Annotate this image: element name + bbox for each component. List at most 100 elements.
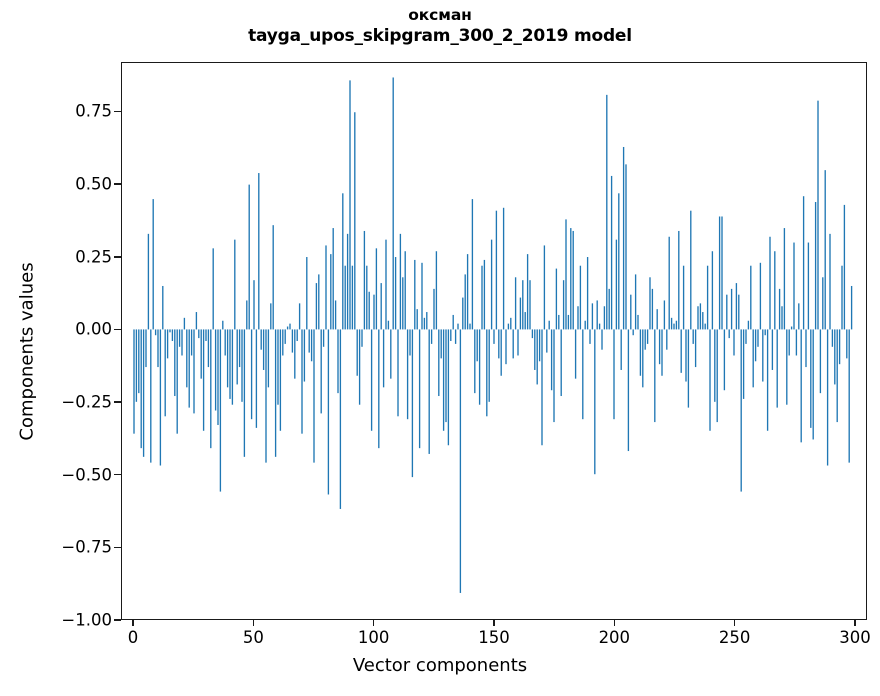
y-tick-label: −0.75	[61, 537, 112, 557]
bar	[193, 329, 195, 414]
bar	[334, 300, 337, 330]
bar	[186, 329, 188, 388]
x-tick-label: 150	[478, 628, 510, 647]
bar	[430, 329, 433, 344]
bar	[282, 329, 284, 356]
bar	[838, 329, 841, 365]
bar	[385, 239, 387, 330]
bar	[205, 329, 207, 342]
bar	[234, 239, 236, 330]
bar	[481, 265, 483, 330]
bar	[598, 323, 601, 330]
bar	[219, 329, 222, 492]
bar	[740, 329, 742, 492]
bar	[620, 329, 622, 370]
bar	[834, 329, 836, 385]
bar	[850, 285, 853, 330]
bar	[716, 329, 718, 423]
bar	[342, 193, 344, 330]
bar	[841, 265, 843, 330]
plot-axes-frame	[121, 62, 867, 620]
bar	[822, 277, 824, 330]
bar	[200, 329, 202, 379]
bar	[678, 230, 680, 330]
y-tick-mark	[114, 401, 121, 403]
bar	[356, 329, 358, 376]
bar	[380, 283, 382, 330]
y-tick-label: 0.25	[75, 247, 112, 267]
bar	[462, 297, 464, 330]
bar	[495, 210, 498, 330]
bar	[390, 329, 392, 379]
bar	[685, 329, 687, 382]
bar	[183, 317, 186, 330]
bar	[174, 329, 176, 397]
bar	[445, 329, 447, 423]
bar	[670, 317, 673, 330]
bar	[558, 314, 560, 330]
bar	[788, 329, 790, 356]
bar	[435, 251, 438, 330]
y-tick-label: −0.25	[61, 392, 112, 412]
bar	[142, 329, 145, 457]
bar	[766, 329, 769, 431]
bar	[572, 230, 574, 330]
bar	[829, 233, 831, 330]
bar	[819, 329, 822, 394]
bar	[454, 329, 457, 344]
bar	[284, 329, 286, 344]
bar	[783, 228, 786, 330]
bar	[757, 329, 759, 347]
bar	[704, 323, 706, 330]
bar	[567, 314, 570, 330]
bar	[603, 306, 606, 330]
bar	[730, 288, 733, 330]
y-tick-label: 0.00	[75, 319, 112, 339]
bar	[613, 329, 615, 420]
bar	[726, 294, 728, 330]
bar	[474, 329, 476, 394]
bar	[541, 329, 543, 446]
bar	[171, 329, 174, 342]
bar	[214, 329, 217, 411]
bar	[632, 329, 634, 336]
bar	[303, 329, 306, 382]
bar	[666, 329, 668, 350]
page-title: оксман	[408, 6, 472, 24]
bar	[526, 254, 529, 330]
bar	[248, 184, 250, 330]
bar	[169, 329, 171, 333]
bar	[366, 265, 368, 330]
bar	[589, 329, 591, 344]
bar	[442, 329, 445, 431]
bar	[706, 265, 709, 330]
bar	[346, 233, 349, 330]
bar	[176, 329, 178, 434]
bar	[394, 257, 397, 330]
bar	[133, 329, 135, 434]
bar	[476, 329, 478, 362]
bar	[658, 329, 661, 365]
bar	[162, 285, 164, 330]
bar	[267, 329, 270, 388]
bar	[625, 164, 627, 330]
bar	[339, 329, 342, 509]
bar	[373, 294, 375, 330]
bar	[452, 314, 454, 330]
bar	[255, 329, 258, 428]
bar	[298, 303, 301, 330]
bar	[318, 274, 320, 330]
y-axis-tick-labels: 0.75 0.50 0.25 0.00 −0.25 −0.50 −0.75 −1.00	[0, 0, 112, 696]
bar	[296, 329, 298, 342]
bar	[258, 173, 260, 330]
bar	[253, 280, 255, 330]
bar	[498, 329, 500, 359]
bar	[814, 202, 817, 330]
x-tick-mark	[733, 619, 736, 626]
bar	[745, 329, 747, 344]
bar	[486, 329, 488, 417]
bar	[728, 329, 730, 339]
bar	[690, 210, 692, 330]
bar	[164, 329, 166, 417]
